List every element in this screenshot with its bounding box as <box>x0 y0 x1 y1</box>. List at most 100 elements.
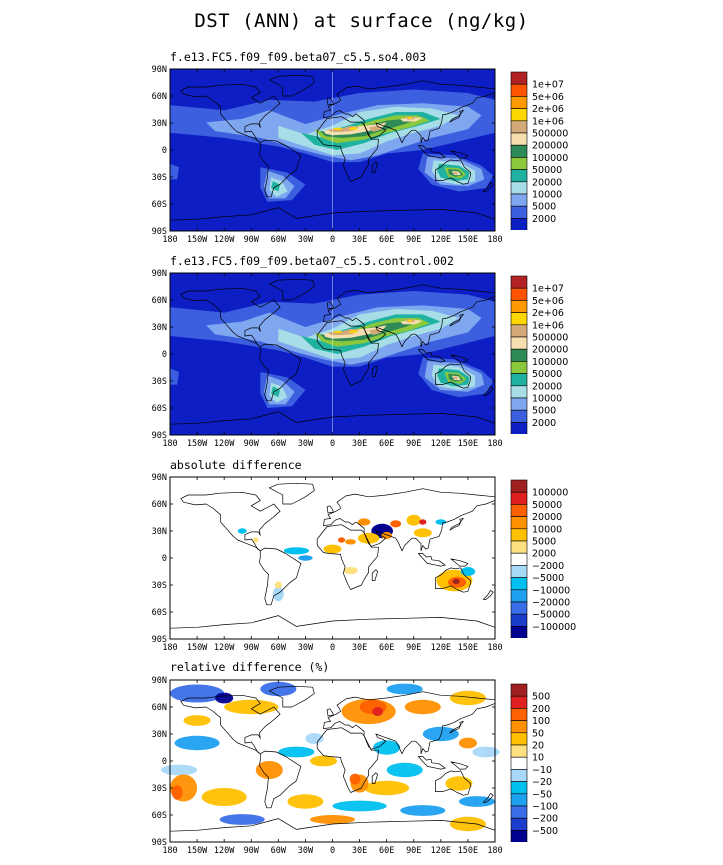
contour-band <box>348 126 358 131</box>
difference-blob <box>287 794 324 809</box>
difference-blob <box>323 544 342 554</box>
colorbar-label: 20000 <box>532 381 562 392</box>
lat-tick-label: 0 <box>162 146 167 156</box>
colorbar-box <box>510 817 528 831</box>
colorbar-label: −10 <box>532 765 552 776</box>
difference-blob <box>381 531 393 540</box>
contour-band <box>170 368 179 385</box>
difference-blob <box>332 800 387 812</box>
contour-band <box>328 328 360 336</box>
colorbar-box <box>510 312 528 326</box>
lon-tick-label: 150W <box>187 235 208 245</box>
difference-blob <box>452 578 460 585</box>
lat-tick-label: 90N <box>152 473 167 483</box>
difference-blob <box>283 547 310 555</box>
difference-blob <box>272 586 284 602</box>
lon-tick-label: 90W <box>244 643 260 653</box>
colorbar-box <box>510 756 528 770</box>
lon-tick-label: 30W <box>298 643 314 653</box>
lon-tick-label: 60W <box>271 846 287 856</box>
lon-tick-label: 180 <box>487 439 502 449</box>
colorbar-box <box>510 181 528 195</box>
difference-blob <box>458 737 477 749</box>
lon-tick-label: 90E <box>406 235 421 245</box>
lon-tick-label: 180 <box>162 846 177 856</box>
coastline-uk <box>326 97 334 106</box>
coastline-eurasia <box>323 488 496 552</box>
panel-4-field <box>160 680 500 842</box>
coastline-eurasia <box>323 691 496 755</box>
lat-tick-label: 0 <box>162 350 167 360</box>
colorbar-label: 10000 <box>532 524 562 535</box>
lon-tick-label: 30E <box>352 846 367 856</box>
difference-blob <box>274 581 282 589</box>
difference-blob <box>373 740 401 755</box>
coastline-namerica <box>180 287 281 348</box>
colorbar-label: 20000 <box>532 177 562 188</box>
panel-4-title: relative difference (%) <box>170 660 330 674</box>
colorbar-box <box>510 169 528 183</box>
lat-tick-label: 30N <box>152 323 167 333</box>
difference-blob <box>170 684 225 703</box>
colorbar-box <box>510 287 528 301</box>
panel-2-title: f.e13.FC5.f09_f09.beta07_c5.5.control.00… <box>170 254 454 268</box>
colorbar-label: −100000 <box>532 622 576 633</box>
colorbar-box <box>510 422 528 434</box>
difference-blob <box>219 814 265 825</box>
coastline-greenland <box>268 74 315 97</box>
colorbar-label: 100000 <box>532 153 568 164</box>
coastline-greenland <box>268 685 315 708</box>
colorbar-box <box>510 218 528 230</box>
lon-tick-label: 60E <box>379 846 394 856</box>
coastline-eurasia <box>323 284 496 348</box>
colorbar-box <box>510 193 528 207</box>
lat-tick-label: 30N <box>152 527 167 537</box>
panel-3-title: absolute difference <box>170 458 302 472</box>
coastline-japan <box>449 518 464 531</box>
difference-blob <box>171 785 183 800</box>
colorbar-box <box>510 300 528 313</box>
lon-tick-label: 0 <box>330 846 335 856</box>
lon-tick-label: 30W <box>298 846 314 856</box>
colorbar-label: 1e+07 <box>532 80 564 91</box>
lon-tick-label: 120E <box>431 643 451 653</box>
difference-blob <box>345 539 356 545</box>
lat-tick-label: 60S <box>152 811 167 821</box>
coastline-africa <box>316 320 379 386</box>
lon-tick-label: 60E <box>379 439 394 449</box>
coastline-newzealand <box>482 182 494 192</box>
colorbar-box <box>510 120 528 134</box>
colorbar-box <box>510 626 528 638</box>
contour-band <box>170 163 179 180</box>
colorbar-box <box>510 71 528 85</box>
coastline-eurasia <box>323 80 496 144</box>
coastline-png <box>450 761 469 770</box>
coastline-africa <box>316 524 379 590</box>
lon-tick-label: 30E <box>352 439 367 449</box>
lat-tick-label: 90S <box>152 635 167 645</box>
colorbar-label: 50000 <box>532 500 562 511</box>
contour-band <box>453 376 458 380</box>
difference-blob <box>309 815 356 824</box>
colorbar-label: 1e+07 <box>532 284 564 295</box>
colorbar-label: 1e+06 <box>532 116 564 127</box>
colorbar-label: 5000 <box>532 202 556 213</box>
colorbar-label: 20000 <box>532 512 562 523</box>
lon-tick-label: 90E <box>406 846 421 856</box>
colorbar-box <box>510 385 528 399</box>
coastline-samerica <box>259 343 302 402</box>
colorbar-label: 200000 <box>532 141 568 152</box>
colorbar-label: 500 <box>532 692 550 703</box>
coastline-newzealand <box>482 386 494 396</box>
difference-blob <box>215 692 234 704</box>
coastline-png <box>450 354 469 363</box>
panel-3-colorbar: 10000050000200001000050002000−2000−5000−… <box>510 479 576 638</box>
colorbar-box <box>510 589 528 603</box>
difference-blob <box>390 520 402 528</box>
coastline-japan <box>449 314 464 327</box>
colorbar-label: 100000 <box>532 357 568 368</box>
colorbar-label: −50 <box>532 789 552 800</box>
